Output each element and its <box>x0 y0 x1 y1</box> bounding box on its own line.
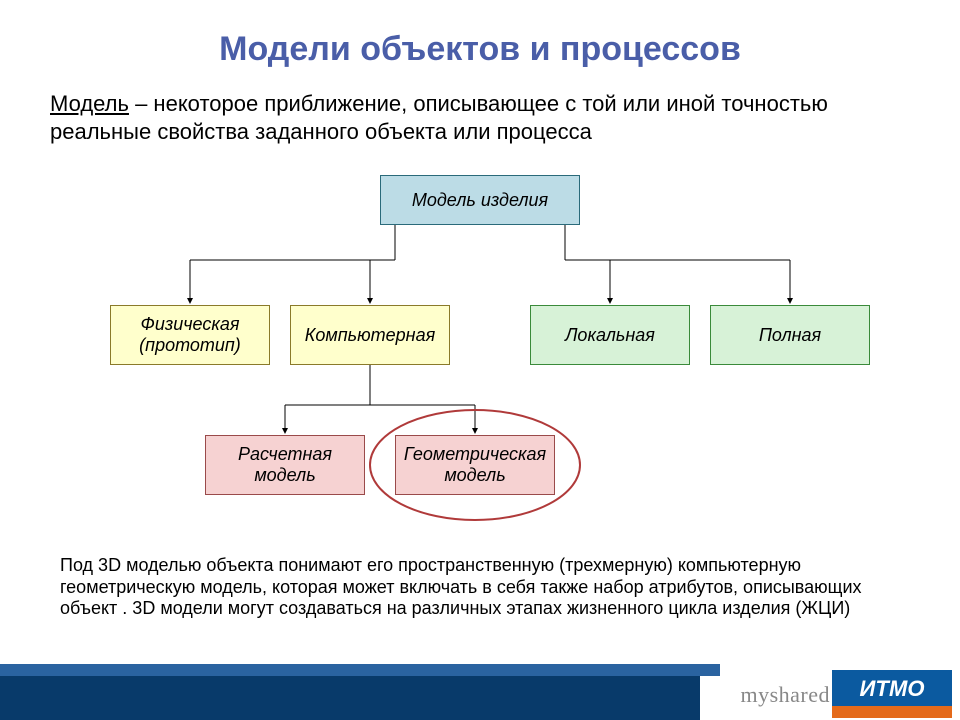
title-text: Модели объектов и процессов <box>219 30 741 68</box>
intro-term: Модель <box>50 91 129 116</box>
node-physical: Физическая (прототип) <box>110 305 270 365</box>
outro-text: Под 3D моделью объекта понимают его прос… <box>60 555 862 618</box>
logo-text: ИТМО <box>860 676 925 701</box>
intro-paragraph: Модель – некоторое приближение, описываю… <box>50 90 910 145</box>
node-geom-label: Геометрическая модель <box>404 444 546 486</box>
itmo-logo: ИТМО <box>832 664 952 718</box>
node-computer: Компьютерная <box>290 305 450 365</box>
outro-paragraph: Под 3D моделью объекта понимают его прос… <box>60 555 900 620</box>
page-title: Модели объектов и процессов <box>0 30 960 69</box>
node-local: Локальная <box>530 305 690 365</box>
node-local-label: Локальная <box>565 325 655 346</box>
node-root-label: Модель изделия <box>412 190 548 211</box>
watermark-text: myshared <box>740 682 830 708</box>
node-calc-label: Расчетная модель <box>214 444 356 486</box>
node-geometric: Геометрическая модель <box>395 435 555 495</box>
node-comp-label: Компьютерная <box>305 325 435 346</box>
footer-bar-light <box>0 664 720 676</box>
footer-bar-dark <box>0 676 700 720</box>
footer: myshared ИТМО <box>0 664 960 720</box>
node-calc: Расчетная модель <box>205 435 365 495</box>
node-phys-label: Физическая (прототип) <box>119 314 261 356</box>
intro-rest: – некоторое приближение, описывающее с т… <box>50 91 828 144</box>
node-full-label: Полная <box>759 325 821 346</box>
node-root: Модель изделия <box>380 175 580 225</box>
node-full: Полная <box>710 305 870 365</box>
